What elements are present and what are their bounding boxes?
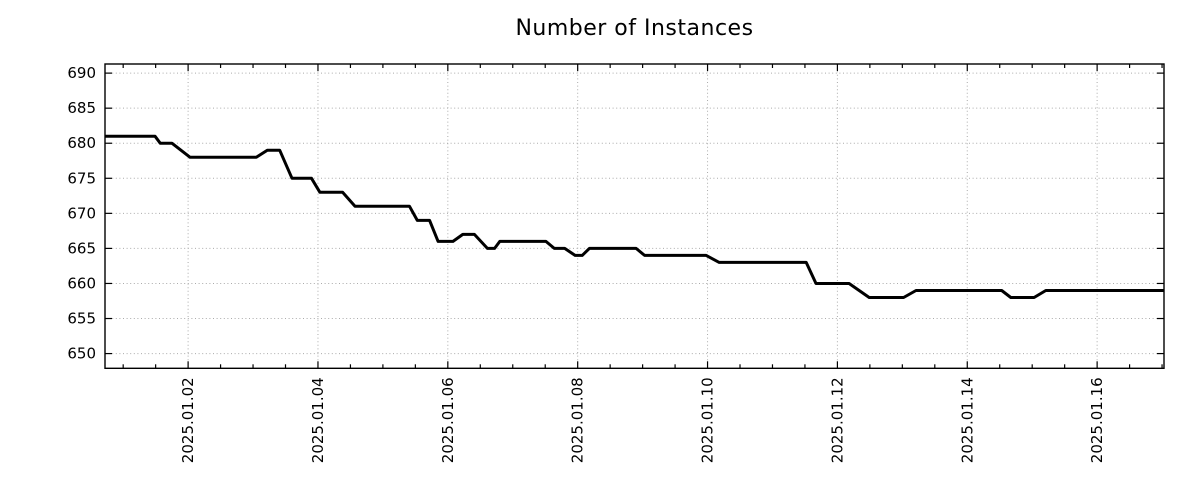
y-tick-label: 665 — [67, 239, 96, 257]
series-line-instances — [105, 134, 1164, 299]
x-tick-label: 2025.01.14 — [958, 377, 976, 463]
y-tick-label: 655 — [67, 310, 96, 328]
series-layer — [105, 134, 1164, 299]
x-tick-label: 2025.01.06 — [439, 377, 457, 463]
grid-layer — [105, 64, 1164, 369]
y-tick-label: 650 — [67, 345, 96, 363]
y-tick-label: 680 — [67, 134, 96, 152]
x-tick-label: 2025.01.12 — [828, 377, 846, 463]
y-tick-label: 675 — [67, 169, 96, 187]
x-tick-label: 2025.01.04 — [309, 377, 327, 463]
y-tick-label: 690 — [67, 64, 96, 82]
y-tick-label: 670 — [67, 204, 96, 222]
frame-layer — [104, 63, 1165, 369]
x-tick-label: 2025.01.16 — [1088, 377, 1106, 463]
x-tick-label: 2025.01.08 — [569, 377, 587, 463]
x-tick-label: 2025.01.10 — [699, 377, 717, 463]
plot-border — [104, 63, 1165, 369]
chart-title: Number of Instances — [515, 16, 754, 41]
y-tick-label: 685 — [67, 99, 96, 117]
x-tick-label: 2025.01.02 — [179, 377, 197, 463]
axis-label-layer: 650 655 660 665 670 675 680 685 690 2025.01.02 202… — [67, 64, 1106, 463]
y-tick-label: 660 — [67, 274, 96, 292]
tick-layer — [105, 64, 1164, 369]
